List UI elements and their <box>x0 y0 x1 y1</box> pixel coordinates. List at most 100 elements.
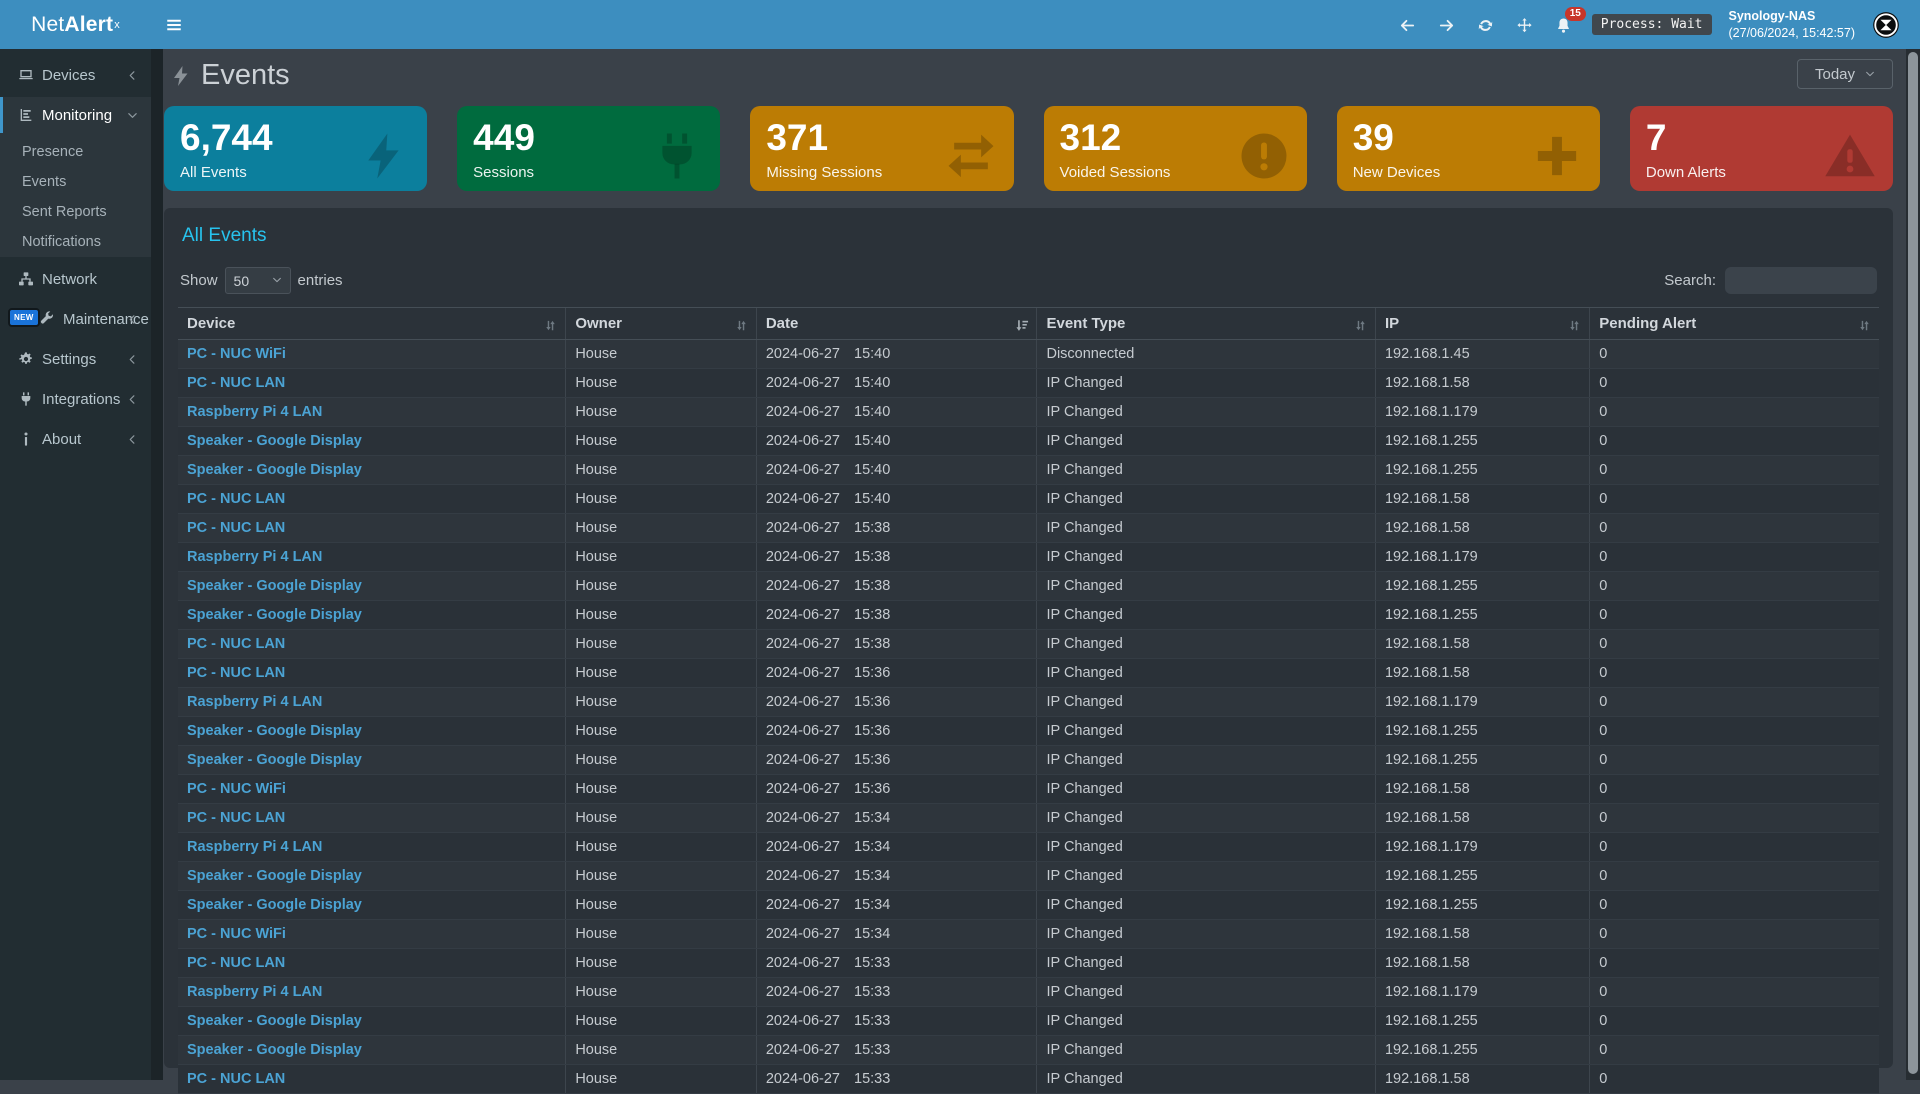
sidebar-toggle-button[interactable] <box>151 0 197 49</box>
sidebar-divider <box>151 49 163 1080</box>
device-link[interactable]: PC - NUC LAN <box>187 491 286 507</box>
move-button[interactable] <box>1514 15 1536 35</box>
sidebar-item-integrations[interactable]: Integrations <box>0 381 151 417</box>
sidebar-item-events[interactable]: Events <box>22 174 67 190</box>
info-icon <box>17 430 34 448</box>
cell-ip: 192.168.1.179 <box>1374 832 1590 862</box>
cell-device: PC - NUC WiFi <box>178 339 566 369</box>
device-link[interactable]: PC - NUC WiFi <box>187 926 286 942</box>
cell-device: Speaker - Google Display <box>178 890 566 920</box>
device-link[interactable]: Speaker - Google Display <box>187 1042 362 1058</box>
events-table: Device Owner Date Event Type IP Pending … <box>178 307 1879 1094</box>
card-all-events[interactable]: 6,744 All Events <box>164 106 428 191</box>
device-link[interactable]: Raspberry Pi 4 LAN <box>187 839 323 855</box>
table-row: PC - NUC LAN House 2024-06-27 15:33 IP Chang… <box>178 1064 1879 1094</box>
device-link[interactable]: PC - NUC LAN <box>187 810 286 826</box>
card-new-devices[interactable]: 39 New Devices <box>1336 106 1600 191</box>
table-row: Speaker - Google Display House 2024-06-27 1… <box>178 455 1879 485</box>
device-link[interactable]: Speaker - Google Display <box>187 433 362 449</box>
cell-ip: 192.168.1.255 <box>1374 716 1590 746</box>
column-header-pending-alert[interactable]: Pending Alert <box>1589 307 1879 340</box>
table-row: PC - NUC LAN House 2024-06-27 15:38 IP Chang… <box>178 513 1879 543</box>
device-link[interactable]: PC - NUC WiFi <box>187 346 286 362</box>
device-link[interactable]: Raspberry Pi 4 LAN <box>187 404 323 420</box>
cell-ip: 192.168.1.255 <box>1374 1035 1590 1065</box>
device-link[interactable]: PC - NUC LAN <box>187 520 286 536</box>
device-link[interactable]: Raspberry Pi 4 LAN <box>187 549 323 565</box>
nav-back-button[interactable] <box>1397 15 1419 35</box>
notifications-bell-button[interactable]: 15 <box>1553 6 1586 35</box>
card-sessions[interactable]: 449 Sessions <box>457 106 721 191</box>
device-link[interactable]: Speaker - Google Display <box>187 752 362 768</box>
cell-ip: 192.168.1.58 <box>1374 368 1590 398</box>
card-missing-sessions[interactable]: 371 Missing Sessions <box>750 106 1014 191</box>
cell-ip: 192.168.1.58 <box>1374 919 1590 949</box>
column-header-date[interactable]: Date <box>755 307 1037 340</box>
card-voided-sessions[interactable]: 312 Voided Sessions <box>1043 106 1307 191</box>
device-link[interactable]: PC - NUC LAN <box>187 955 286 971</box>
sort-icon <box>734 316 749 333</box>
device-link[interactable]: Raspberry Pi 4 LAN <box>187 694 323 710</box>
column-header-ip[interactable]: IP <box>1374 307 1590 340</box>
cell-owner: House <box>565 1035 757 1065</box>
exclamation-circle-icon <box>1237 121 1291 183</box>
column-header-device[interactable]: Device <box>178 307 566 340</box>
device-link[interactable]: PC - NUC LAN <box>187 1071 286 1087</box>
device-link[interactable]: PC - NUC LAN <box>187 665 286 681</box>
sidebar-item-presence[interactable]: Presence <box>22 144 84 160</box>
cell-owner: House <box>565 1064 757 1094</box>
bolt-icon <box>169 61 193 89</box>
refresh-button[interactable] <box>1475 15 1497 35</box>
device-link[interactable]: PC - NUC LAN <box>187 375 286 391</box>
cell-date: 2024-06-27 15:40 <box>755 426 1037 456</box>
sidebar-item-maintenance[interactable]: NEW Maintenance <box>0 301 151 337</box>
sidebar-item-notifications[interactable]: Notifications <box>22 234 101 250</box>
device-link[interactable]: Speaker - Google Display <box>187 607 362 623</box>
card-down-alerts[interactable]: 7 Down Alerts <box>1629 106 1894 191</box>
main-content: Events Today 6,744 All Events 449 Sessio… <box>163 49 1920 1094</box>
page-length-select[interactable]: 50 <box>224 267 291 294</box>
sidebar-item-monitoring[interactable]: Monitoring <box>0 97 151 133</box>
cell-ip: 192.168.1.58 <box>1374 803 1590 833</box>
cell-pending-alert: 0 <box>1589 455 1879 485</box>
cell-owner: House <box>565 1006 757 1036</box>
search-input[interactable] <box>1725 267 1877 294</box>
sidebar-item-devices[interactable]: Devices <box>0 57 151 93</box>
cell-date: 2024-06-27 15:40 <box>755 368 1037 398</box>
date-range-select[interactable]: Today <box>1797 59 1893 89</box>
cell-event-type: IP Changed <box>1036 977 1376 1007</box>
cell-ip: 192.168.1.58 <box>1374 1064 1590 1094</box>
device-link[interactable]: PC - NUC WiFi <box>187 781 286 797</box>
cell-event-type: IP Changed <box>1036 1035 1376 1065</box>
sidebar-item-network[interactable]: Network <box>0 261 151 297</box>
sidebar-item-sent-reports[interactable]: Sent Reports <box>22 204 107 220</box>
device-link[interactable]: Raspberry Pi 4 LAN <box>187 984 323 1000</box>
device-link[interactable]: Speaker - Google Display <box>187 1013 362 1029</box>
nav-forward-button[interactable] <box>1436 15 1458 35</box>
device-link[interactable]: Speaker - Google Display <box>187 897 362 913</box>
device-link[interactable]: Speaker - Google Display <box>187 462 362 478</box>
card-label: Down Alerts <box>1645 163 1726 181</box>
app-logo[interactable]: Net Alert x <box>31 12 120 36</box>
move-icon <box>1516 17 1533 34</box>
device-link[interactable]: Speaker - Google Display <box>187 578 362 594</box>
chevron-down-icon <box>272 275 282 286</box>
cell-ip: 192.168.1.255 <box>1374 890 1590 920</box>
column-header-owner[interactable]: Owner <box>565 307 757 340</box>
cell-pending-alert: 0 <box>1589 948 1879 978</box>
cell-device: PC - NUC LAN <box>178 1064 566 1094</box>
device-link[interactable]: PC - NUC LAN <box>187 636 286 652</box>
device-link[interactable]: Speaker - Google Display <box>187 868 362 884</box>
events-table-body: PC - NUC WiFi House 2024-06-27 15:40 Disconn… <box>178 339 1879 1094</box>
arrow-left-icon <box>1399 17 1416 34</box>
cell-event-type: IP Changed <box>1036 803 1376 833</box>
avatar[interactable] <box>1872 11 1900 39</box>
scrollbar-thumb[interactable] <box>1908 52 1918 1074</box>
column-header-event-type[interactable]: Event Type <box>1036 307 1376 340</box>
cell-date: 2024-06-27 15:33 <box>755 977 1037 1007</box>
cell-owner: House <box>565 919 757 949</box>
device-link[interactable]: Speaker - Google Display <box>187 723 362 739</box>
sidebar-item-settings[interactable]: Settings <box>0 341 151 377</box>
sidebar-item-about[interactable]: About <box>0 421 151 457</box>
cell-ip: 192.168.1.58 <box>1374 629 1590 659</box>
